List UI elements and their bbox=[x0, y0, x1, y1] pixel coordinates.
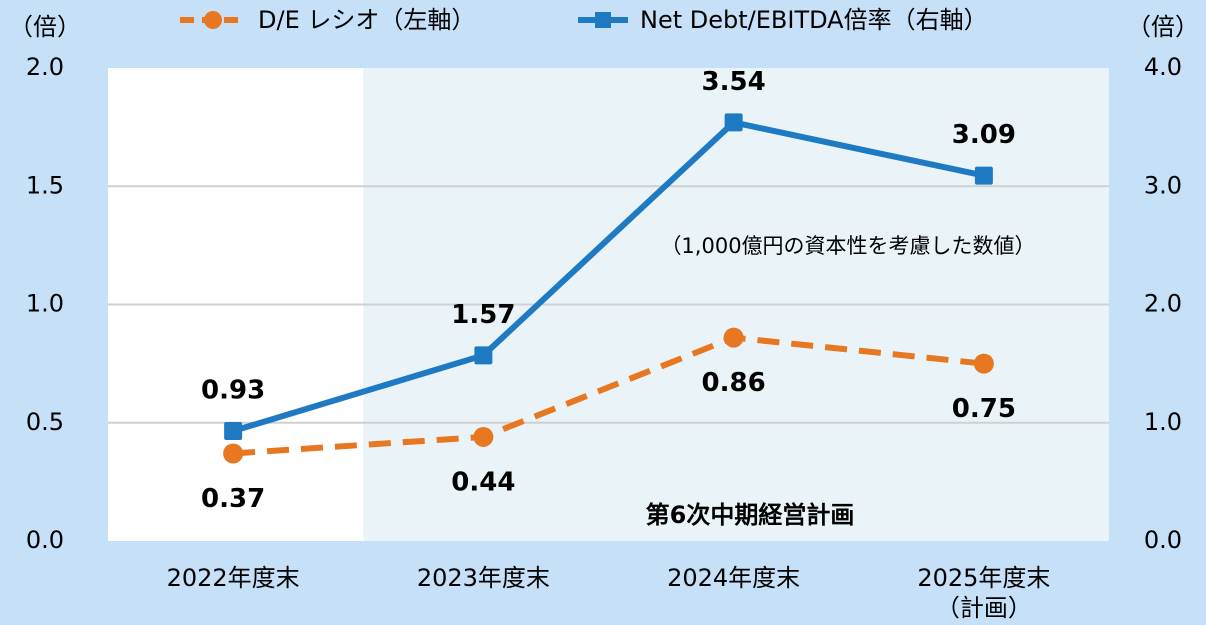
marker bbox=[723, 327, 744, 348]
y2-tick-label: 2.0 bbox=[1144, 290, 1182, 318]
legend-marker bbox=[204, 11, 222, 29]
series-line bbox=[232, 119, 985, 434]
marker bbox=[474, 346, 493, 365]
legend-marker bbox=[595, 12, 611, 28]
data-label: 0.93 bbox=[201, 376, 265, 406]
x-tick-label: 2023年度末 bbox=[416, 564, 550, 592]
y2-tick-label: 4.0 bbox=[1144, 53, 1182, 81]
y2-axis-label: （倍） bbox=[1127, 13, 1199, 41]
y2-tick-label: 1.0 bbox=[1144, 408, 1182, 436]
series-line bbox=[232, 334, 985, 457]
data-label: 0.75 bbox=[952, 394, 1016, 424]
marker bbox=[223, 443, 244, 464]
data-label: 3.54 bbox=[702, 67, 766, 97]
x-tick-label: 2025年度末 （計画） bbox=[917, 564, 1051, 622]
data-label: 3.09 bbox=[952, 120, 1016, 150]
marker bbox=[724, 113, 743, 132]
y-tick-label: 0.0 bbox=[26, 526, 64, 554]
annotation: （1,000億円の資本性を考慮した数値） bbox=[660, 234, 1035, 258]
data-label: 1.57 bbox=[451, 300, 515, 330]
legend-label: D/E レシオ（左軸） bbox=[258, 6, 475, 34]
annotation: 第6次中期経営計画 bbox=[646, 501, 855, 529]
data-label: 0.86 bbox=[702, 368, 766, 398]
y2-tick-label: 0.0 bbox=[1144, 526, 1182, 554]
legend-label: Net Debt/EBITDA倍率（右軸） bbox=[640, 6, 988, 34]
y2-tick-label: 3.0 bbox=[1144, 171, 1182, 199]
y-tick-label: 2.0 bbox=[26, 53, 64, 81]
marker bbox=[224, 422, 243, 441]
marker bbox=[973, 353, 994, 374]
y-tick-label: 1.0 bbox=[26, 290, 64, 318]
marker bbox=[473, 426, 494, 447]
x-tick-label: 2022年度末 bbox=[166, 564, 300, 592]
y-tick-label: 0.5 bbox=[26, 408, 64, 436]
marker bbox=[974, 166, 993, 185]
data-label: 0.37 bbox=[201, 484, 265, 514]
data-label: 0.44 bbox=[451, 467, 515, 497]
x-tick-label: 2024年度末 bbox=[667, 564, 801, 592]
y-axis-label: （倍） bbox=[9, 13, 81, 41]
y-tick-label: 1.5 bbox=[26, 171, 64, 199]
